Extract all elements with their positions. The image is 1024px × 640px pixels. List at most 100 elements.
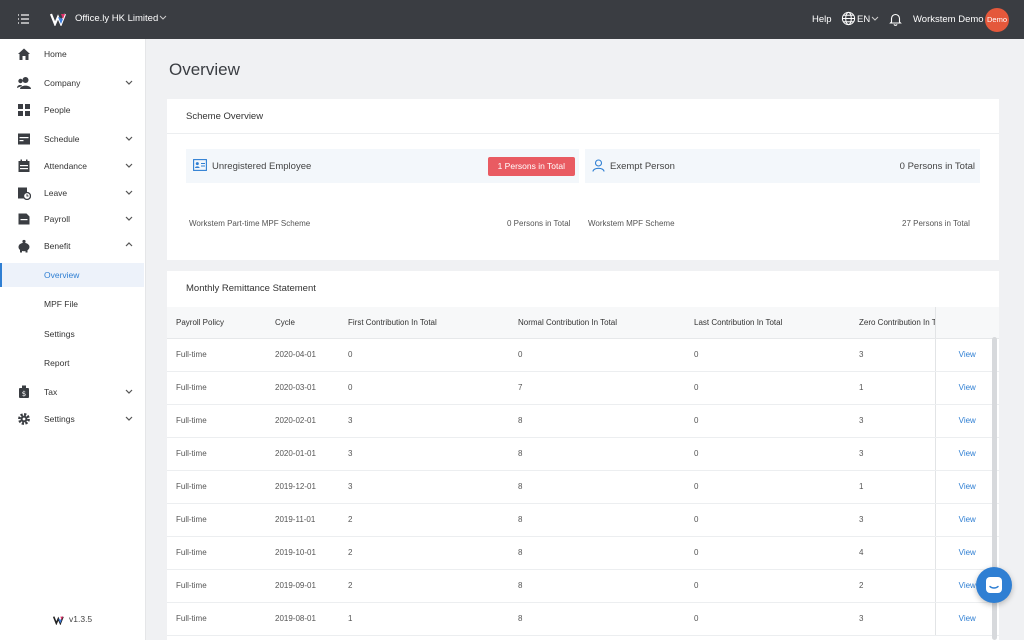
table-row: Full-time 2019-11-01 2 8 0 3 View	[167, 503, 999, 537]
unregistered-employee-panel: Unregistered Employee 1 Persons in Total	[186, 149, 579, 183]
table-cell: Full-time	[167, 404, 275, 438]
unregistered-employee-label: Unregistered Employee	[212, 161, 312, 172]
table-cell: 4	[859, 536, 935, 570]
sidebar-item-leave[interactable]: Leave	[0, 180, 146, 206]
sidebar-subitem-settings[interactable]: Settings	[44, 329, 75, 339]
chevron-down-icon[interactable]	[159, 13, 167, 21]
table-cell: 3	[859, 338, 935, 372]
table-cell: 2	[859, 569, 935, 603]
table-cell: 1	[859, 371, 935, 405]
table-cell: 0	[518, 338, 694, 372]
sidebar-subitem-report[interactable]: Report	[44, 358, 70, 368]
table-cell: 0	[348, 371, 518, 405]
chevron-down-icon	[125, 389, 133, 394]
card-title: Scheme Overview	[186, 111, 264, 122]
avatar[interactable]: Demo	[985, 8, 1009, 32]
sidebar-item-tax[interactable]: $ Tax	[0, 379, 146, 405]
scheme-overview-card: Scheme Overview Unregistered Employee 1 …	[167, 99, 999, 260]
view-link[interactable]: View	[934, 437, 999, 471]
exempt-person-count: 0 Persons in Total	[899, 161, 975, 172]
help-link[interactable]: Help	[812, 14, 832, 25]
menu-icon[interactable]	[16, 11, 32, 27]
user-name[interactable]: Workstem Demo	[913, 14, 984, 25]
sidebar-subitem-mpf-file[interactable]: MPF File	[44, 299, 78, 309]
chevron-down-icon[interactable]	[871, 14, 879, 22]
user-icon	[592, 159, 605, 172]
table-scrollbar[interactable]	[992, 337, 997, 640]
table-cell: 0	[694, 338, 859, 372]
sidebar-item-company[interactable]: Company	[0, 70, 146, 96]
remittance-table-body: Full-time 2020-04-01 0 0 0 3 View Full-time 2020…	[167, 338, 999, 636]
table-header-row: Payroll Policy Cycle First Contribution …	[167, 307, 999, 339]
table-row: Full-time 2019-09-01 2 8 0 2 View	[167, 569, 999, 603]
leave-icon	[18, 187, 31, 200]
sidebar-item-settings[interactable]: Settings	[0, 406, 146, 432]
table-cell: 0	[694, 569, 859, 603]
sidebar-item-people[interactable]: People	[0, 97, 146, 123]
bell-icon[interactable]	[889, 12, 902, 26]
table-cell: 3	[859, 602, 935, 636]
table-cell: 2019-08-01	[275, 602, 348, 636]
table-cell: Full-time	[167, 371, 275, 405]
chat-support-button[interactable]	[976, 567, 1012, 603]
table-cell: 3	[859, 437, 935, 471]
view-link[interactable]: View	[934, 338, 999, 372]
table-cell: 0	[348, 338, 518, 372]
language-selector[interactable]: EN	[857, 14, 871, 25]
globe-icon[interactable]	[841, 11, 856, 26]
svg-text:$: $	[22, 390, 26, 398]
table-row: Full-time 2020-04-01 0 0 0 3 View	[167, 338, 999, 372]
sidebar-subitem-overview[interactable]: Overview	[0, 263, 144, 287]
view-link[interactable]: View	[934, 470, 999, 504]
id-card-icon	[193, 159, 207, 171]
divider	[167, 133, 999, 134]
table-cell: 2020-02-01	[275, 404, 348, 438]
table-cell: Full-time	[167, 437, 275, 471]
column-header: Payroll Policy	[167, 307, 275, 339]
sidebar-item-schedule[interactable]: Schedule	[0, 126, 146, 152]
table-row: Full-time 2020-02-01 3 8 0 3 View	[167, 404, 999, 438]
table-row: Full-time 2020-01-01 3 8 0 3 View	[167, 437, 999, 471]
chat-icon	[986, 577, 1002, 593]
company-switcher[interactable]: Office.ly HK Limited	[75, 13, 159, 24]
scheme-name: Workstem MPF Scheme	[588, 219, 675, 228]
table-cell: 8	[518, 404, 694, 438]
scheme-count: 27 Persons in Total	[902, 219, 970, 228]
schedule-icon	[18, 133, 30, 145]
table-cell: 2020-04-01	[275, 338, 348, 372]
remittance-card: Monthly Remittance Statement Payroll Pol…	[167, 271, 999, 640]
view-link[interactable]: View	[934, 371, 999, 405]
table-cell: 3	[348, 470, 518, 504]
sidebar-item-home[interactable]: Home	[0, 41, 146, 67]
remittance-table: Payroll Policy Cycle First Contribution …	[167, 307, 999, 636]
table-cell: 3	[859, 404, 935, 438]
table-cell: 0	[694, 437, 859, 471]
chevron-down-icon	[125, 163, 133, 168]
view-link[interactable]: View	[934, 503, 999, 537]
table-cell: 0	[694, 602, 859, 636]
table-cell: Full-time	[167, 503, 275, 537]
workstem-logo-icon	[53, 616, 64, 625]
home-icon	[18, 48, 30, 60]
sidebar-item-attendance[interactable]: Attendance	[0, 153, 146, 179]
chevron-down-icon	[125, 80, 133, 85]
table-cell: 3	[859, 503, 935, 537]
unregistered-count-badge[interactable]: 1 Persons in Total	[487, 157, 575, 176]
table-cell: 1	[859, 470, 935, 504]
view-link[interactable]: View	[934, 602, 999, 636]
people-icon	[18, 104, 30, 116]
table-row: Full-time 2019-12-01 3 8 0 1 View	[167, 470, 999, 504]
sidebar-item-benefit[interactable]: Benefit	[0, 233, 146, 259]
sidebar-item-payroll[interactable]: Payroll	[0, 206, 146, 232]
column-header: Zero Contribution In Total	[859, 307, 935, 339]
view-link[interactable]: View	[934, 404, 999, 438]
piggy-bank-icon	[18, 239, 30, 253]
table-cell: 0	[694, 371, 859, 405]
table-cell: 0	[694, 470, 859, 504]
chevron-down-icon	[125, 190, 133, 195]
table-cell: 2	[348, 503, 518, 537]
card-title: Monthly Remittance Statement	[186, 283, 316, 294]
table-cell: 8	[518, 503, 694, 537]
view-link[interactable]: View	[934, 536, 999, 570]
table-row: Full-time 2019-10-01 2 8 0 4 View	[167, 536, 999, 570]
